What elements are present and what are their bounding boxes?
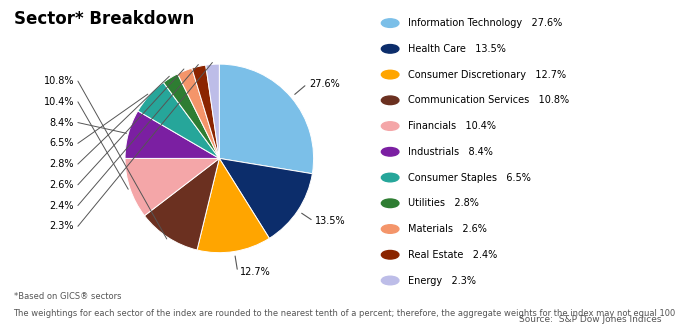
Wedge shape [144,158,219,250]
Text: Consumer Staples   6.5%: Consumer Staples 6.5% [408,173,531,182]
Text: 10.4%: 10.4% [44,97,74,107]
Text: 2.6%: 2.6% [50,180,74,190]
Text: Health Care   13.5%: Health Care 13.5% [408,44,506,54]
Text: Utilities   2.8%: Utilities 2.8% [408,198,479,208]
Wedge shape [125,158,219,216]
Text: 2.4%: 2.4% [50,201,74,211]
Text: Real Estate   2.4%: Real Estate 2.4% [408,250,497,260]
Text: 8.4%: 8.4% [50,117,74,128]
Text: *Based on GICS® sectors: *Based on GICS® sectors [14,292,121,301]
Text: Industrials   8.4%: Industrials 8.4% [408,147,493,157]
Wedge shape [192,65,219,158]
Wedge shape [138,82,219,158]
Text: 10.8%: 10.8% [44,76,74,86]
Text: 27.6%: 27.6% [309,79,340,89]
Text: Source:  S&P Dow Jones Indices: Source: S&P Dow Jones Indices [519,315,662,324]
Text: 13.5%: 13.5% [315,216,346,226]
Text: 6.5%: 6.5% [50,138,74,148]
Wedge shape [163,74,219,158]
Text: Sector* Breakdown: Sector* Breakdown [14,10,194,28]
Text: 2.8%: 2.8% [50,159,74,169]
Text: Energy   2.3%: Energy 2.3% [408,276,477,285]
Text: Information Technology   27.6%: Information Technology 27.6% [408,18,563,28]
Text: Consumer Discretionary   12.7%: Consumer Discretionary 12.7% [408,70,566,80]
Text: The weightings for each sector of the index are rounded to the nearest tenth of : The weightings for each sector of the in… [14,309,675,317]
Wedge shape [219,64,314,174]
Wedge shape [197,158,269,253]
Wedge shape [125,111,219,158]
Wedge shape [206,64,219,158]
Text: 2.3%: 2.3% [50,221,74,231]
Wedge shape [219,158,313,238]
Text: Communication Services   10.8%: Communication Services 10.8% [408,95,570,105]
Text: Financials   10.4%: Financials 10.4% [408,121,496,131]
Wedge shape [178,68,219,158]
Text: Materials   2.6%: Materials 2.6% [408,224,487,234]
Text: 12.7%: 12.7% [240,267,270,277]
